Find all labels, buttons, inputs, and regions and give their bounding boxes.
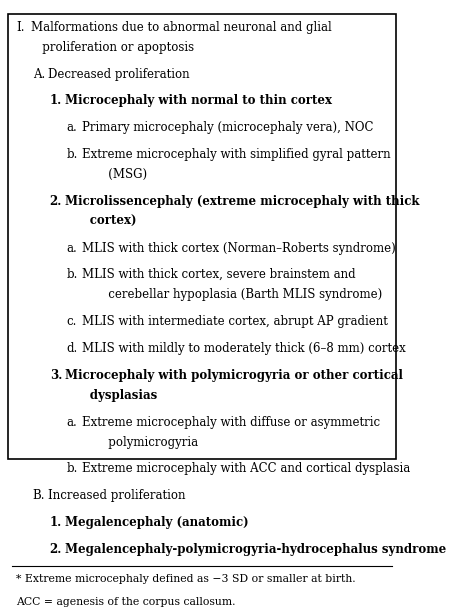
Text: MLIS with thick cortex, severe brainstem and: MLIS with thick cortex, severe brainstem…: [82, 268, 356, 282]
Text: polymicrogyria: polymicrogyria: [82, 436, 198, 449]
Text: 3.: 3.: [50, 368, 62, 382]
Text: Decreased proliferation: Decreased proliferation: [48, 67, 189, 81]
Text: a.: a.: [67, 242, 77, 255]
Text: Microcephaly with polymicrogyria or other cortical: Microcephaly with polymicrogyria or othe…: [64, 368, 402, 382]
Text: (MSG): (MSG): [82, 168, 147, 181]
Text: Megalencephaly (anatomic): Megalencephaly (anatomic): [64, 516, 248, 529]
Text: d.: d.: [67, 342, 78, 355]
Text: b.: b.: [67, 147, 78, 160]
Text: Megalencephaly-polymicrogyria-hydrocephalus syndrome: Megalencephaly-polymicrogyria-hydrocepha…: [64, 543, 446, 556]
Text: a.: a.: [67, 121, 77, 134]
Text: Microcephaly with normal to thin cortex: Microcephaly with normal to thin cortex: [64, 94, 332, 107]
FancyBboxPatch shape: [8, 13, 396, 459]
Text: B.: B.: [33, 489, 45, 502]
Text: Increased proliferation: Increased proliferation: [48, 489, 185, 502]
Text: A.: A.: [33, 67, 45, 81]
Text: cortex): cortex): [64, 215, 136, 228]
Text: MLIS with mildly to moderately thick (6–8 mm) cortex: MLIS with mildly to moderately thick (6–…: [82, 342, 405, 355]
Text: b.: b.: [67, 463, 78, 476]
Text: 1.: 1.: [50, 94, 62, 107]
Text: Malformations due to abnormal neuronal and glial: Malformations due to abnormal neuronal a…: [31, 21, 332, 34]
Text: cerebellar hypoplasia (Barth MLIS syndrome): cerebellar hypoplasia (Barth MLIS syndro…: [82, 288, 382, 302]
Text: Extreme microcephaly with ACC and cortical dysplasia: Extreme microcephaly with ACC and cortic…: [82, 463, 410, 476]
Text: ACC = agenesis of the corpus callosum.: ACC = agenesis of the corpus callosum.: [16, 597, 236, 607]
Text: a.: a.: [67, 416, 77, 428]
Text: Microlissencephaly (extreme microcephaly with thick: Microlissencephaly (extreme microcephaly…: [64, 195, 419, 207]
Text: Extreme microcephaly with diffuse or asymmetric: Extreme microcephaly with diffuse or asy…: [82, 416, 380, 428]
Text: proliferation or apoptosis: proliferation or apoptosis: [31, 41, 194, 54]
Text: * Extreme microcephaly defined as −3 SD or smaller at birth.: * Extreme microcephaly defined as −3 SD …: [16, 574, 355, 584]
Text: MLIS with intermediate cortex, abrupt AP gradient: MLIS with intermediate cortex, abrupt AP…: [82, 315, 388, 328]
Text: 2.: 2.: [50, 543, 62, 556]
Text: dysplasias: dysplasias: [64, 389, 157, 402]
Text: c.: c.: [67, 315, 77, 328]
Text: Primary microcephaly (microcephaly vera), NOC: Primary microcephaly (microcephaly vera)…: [82, 121, 373, 134]
Text: Extreme microcephaly with simplified gyral pattern: Extreme microcephaly with simplified gyr…: [82, 147, 390, 160]
Text: 2.: 2.: [50, 195, 62, 207]
Text: MLIS with thick cortex (Norman–Roberts syndrome): MLIS with thick cortex (Norman–Roberts s…: [82, 242, 395, 255]
Text: I.: I.: [16, 21, 25, 34]
Text: 1.: 1.: [50, 516, 62, 529]
Text: b.: b.: [67, 268, 78, 282]
